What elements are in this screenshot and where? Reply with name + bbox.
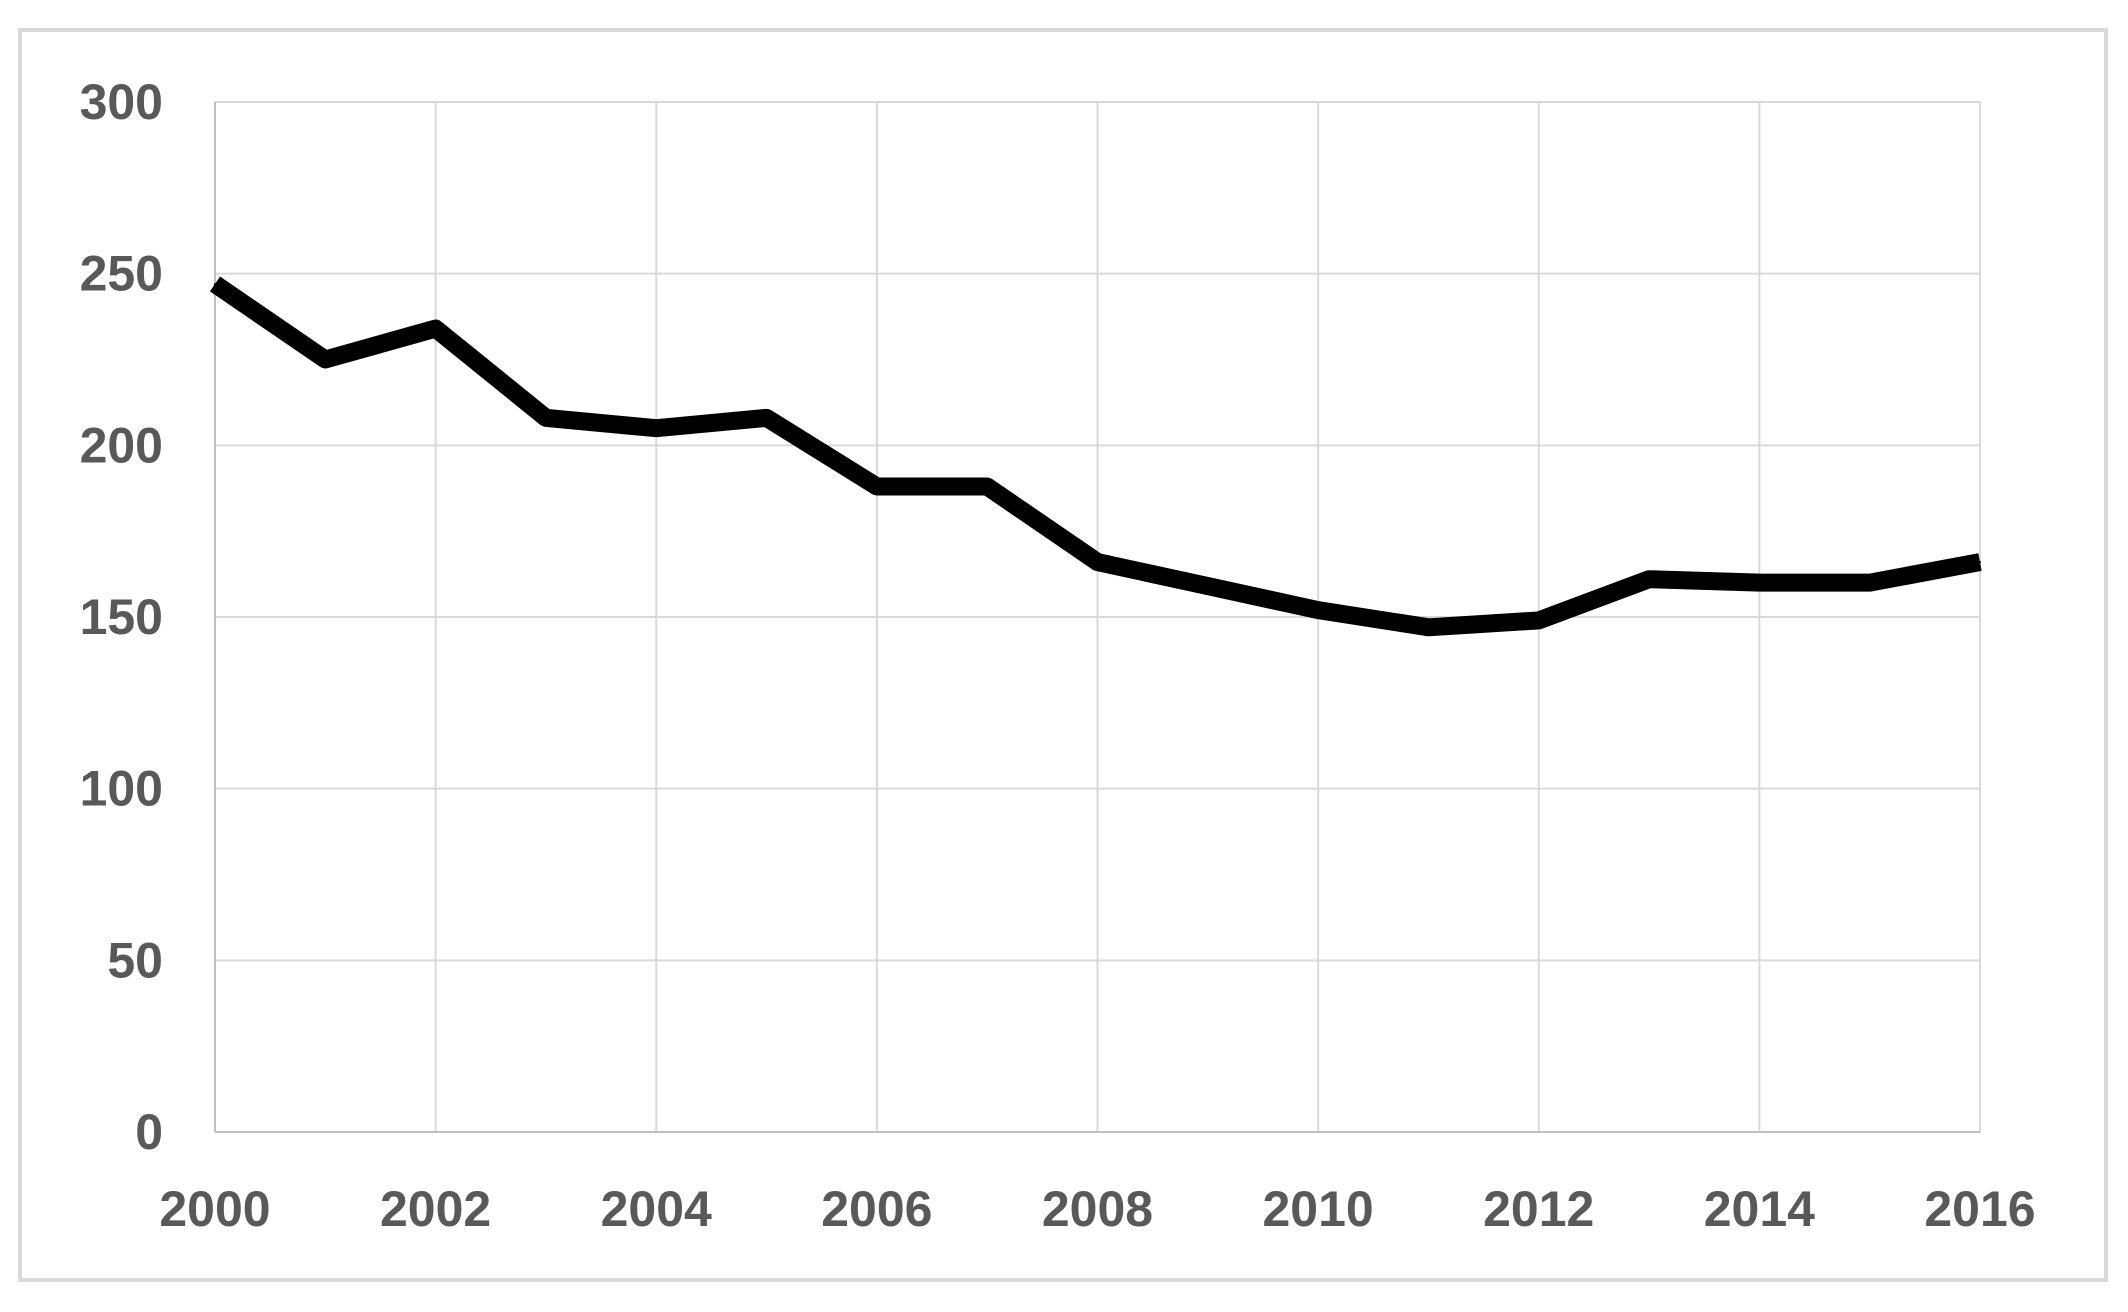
data-point [986, 485, 989, 488]
data-point [1758, 581, 1761, 584]
x-tick-label: 2006 [821, 1181, 932, 1237]
y-tick-label: 250 [80, 246, 163, 302]
data-point [1648, 578, 1651, 581]
y-axis-tick-labels: 0 50 100 150 200 250 300 [80, 74, 163, 1160]
data-point [214, 282, 216, 285]
gridlines [215, 101, 1981, 1132]
y-tick-label: 100 [80, 761, 163, 817]
data-point [1427, 626, 1430, 629]
y-tick-label: 300 [80, 74, 163, 130]
series-layer [209, 276, 1982, 637]
x-tick-label: 2012 [1483, 1181, 1594, 1237]
axes [214, 102, 1980, 1133]
x-tick-label: 2000 [159, 1181, 270, 1237]
data-point [1206, 585, 1209, 588]
x-tick-label: 2002 [380, 1181, 491, 1237]
data-point [1868, 581, 1871, 584]
data-point [875, 485, 878, 488]
data-point [1537, 619, 1540, 622]
data-point [544, 416, 547, 419]
y-tick-label: 0 [135, 1104, 163, 1160]
x-tick-label: 2010 [1263, 1181, 1374, 1237]
data-point [765, 416, 768, 419]
x-tick-label: 2016 [1924, 1181, 2035, 1237]
data-point [1317, 609, 1320, 612]
x-tick-label: 2008 [1042, 1181, 1153, 1237]
data-point [655, 427, 658, 430]
data-point [324, 358, 327, 361]
data-point [434, 327, 437, 330]
x-axis-tick-labels: 2000 2002 2004 2006 2008 2010 2012 2014 2016 [159, 1181, 2035, 1237]
x-tick-label: 2004 [601, 1181, 712, 1237]
x-tick-label: 2014 [1704, 1181, 1815, 1237]
y-tick-label: 150 [80, 589, 163, 645]
y-tick-label: 200 [80, 417, 163, 473]
chart-frame: 0 50 100 150 200 250 300 2000 2002 2004 2006 2008 2… [18, 28, 2108, 1282]
data-point [1979, 561, 1981, 564]
data-point [1096, 561, 1099, 564]
y-tick-label: 50 [107, 932, 163, 988]
